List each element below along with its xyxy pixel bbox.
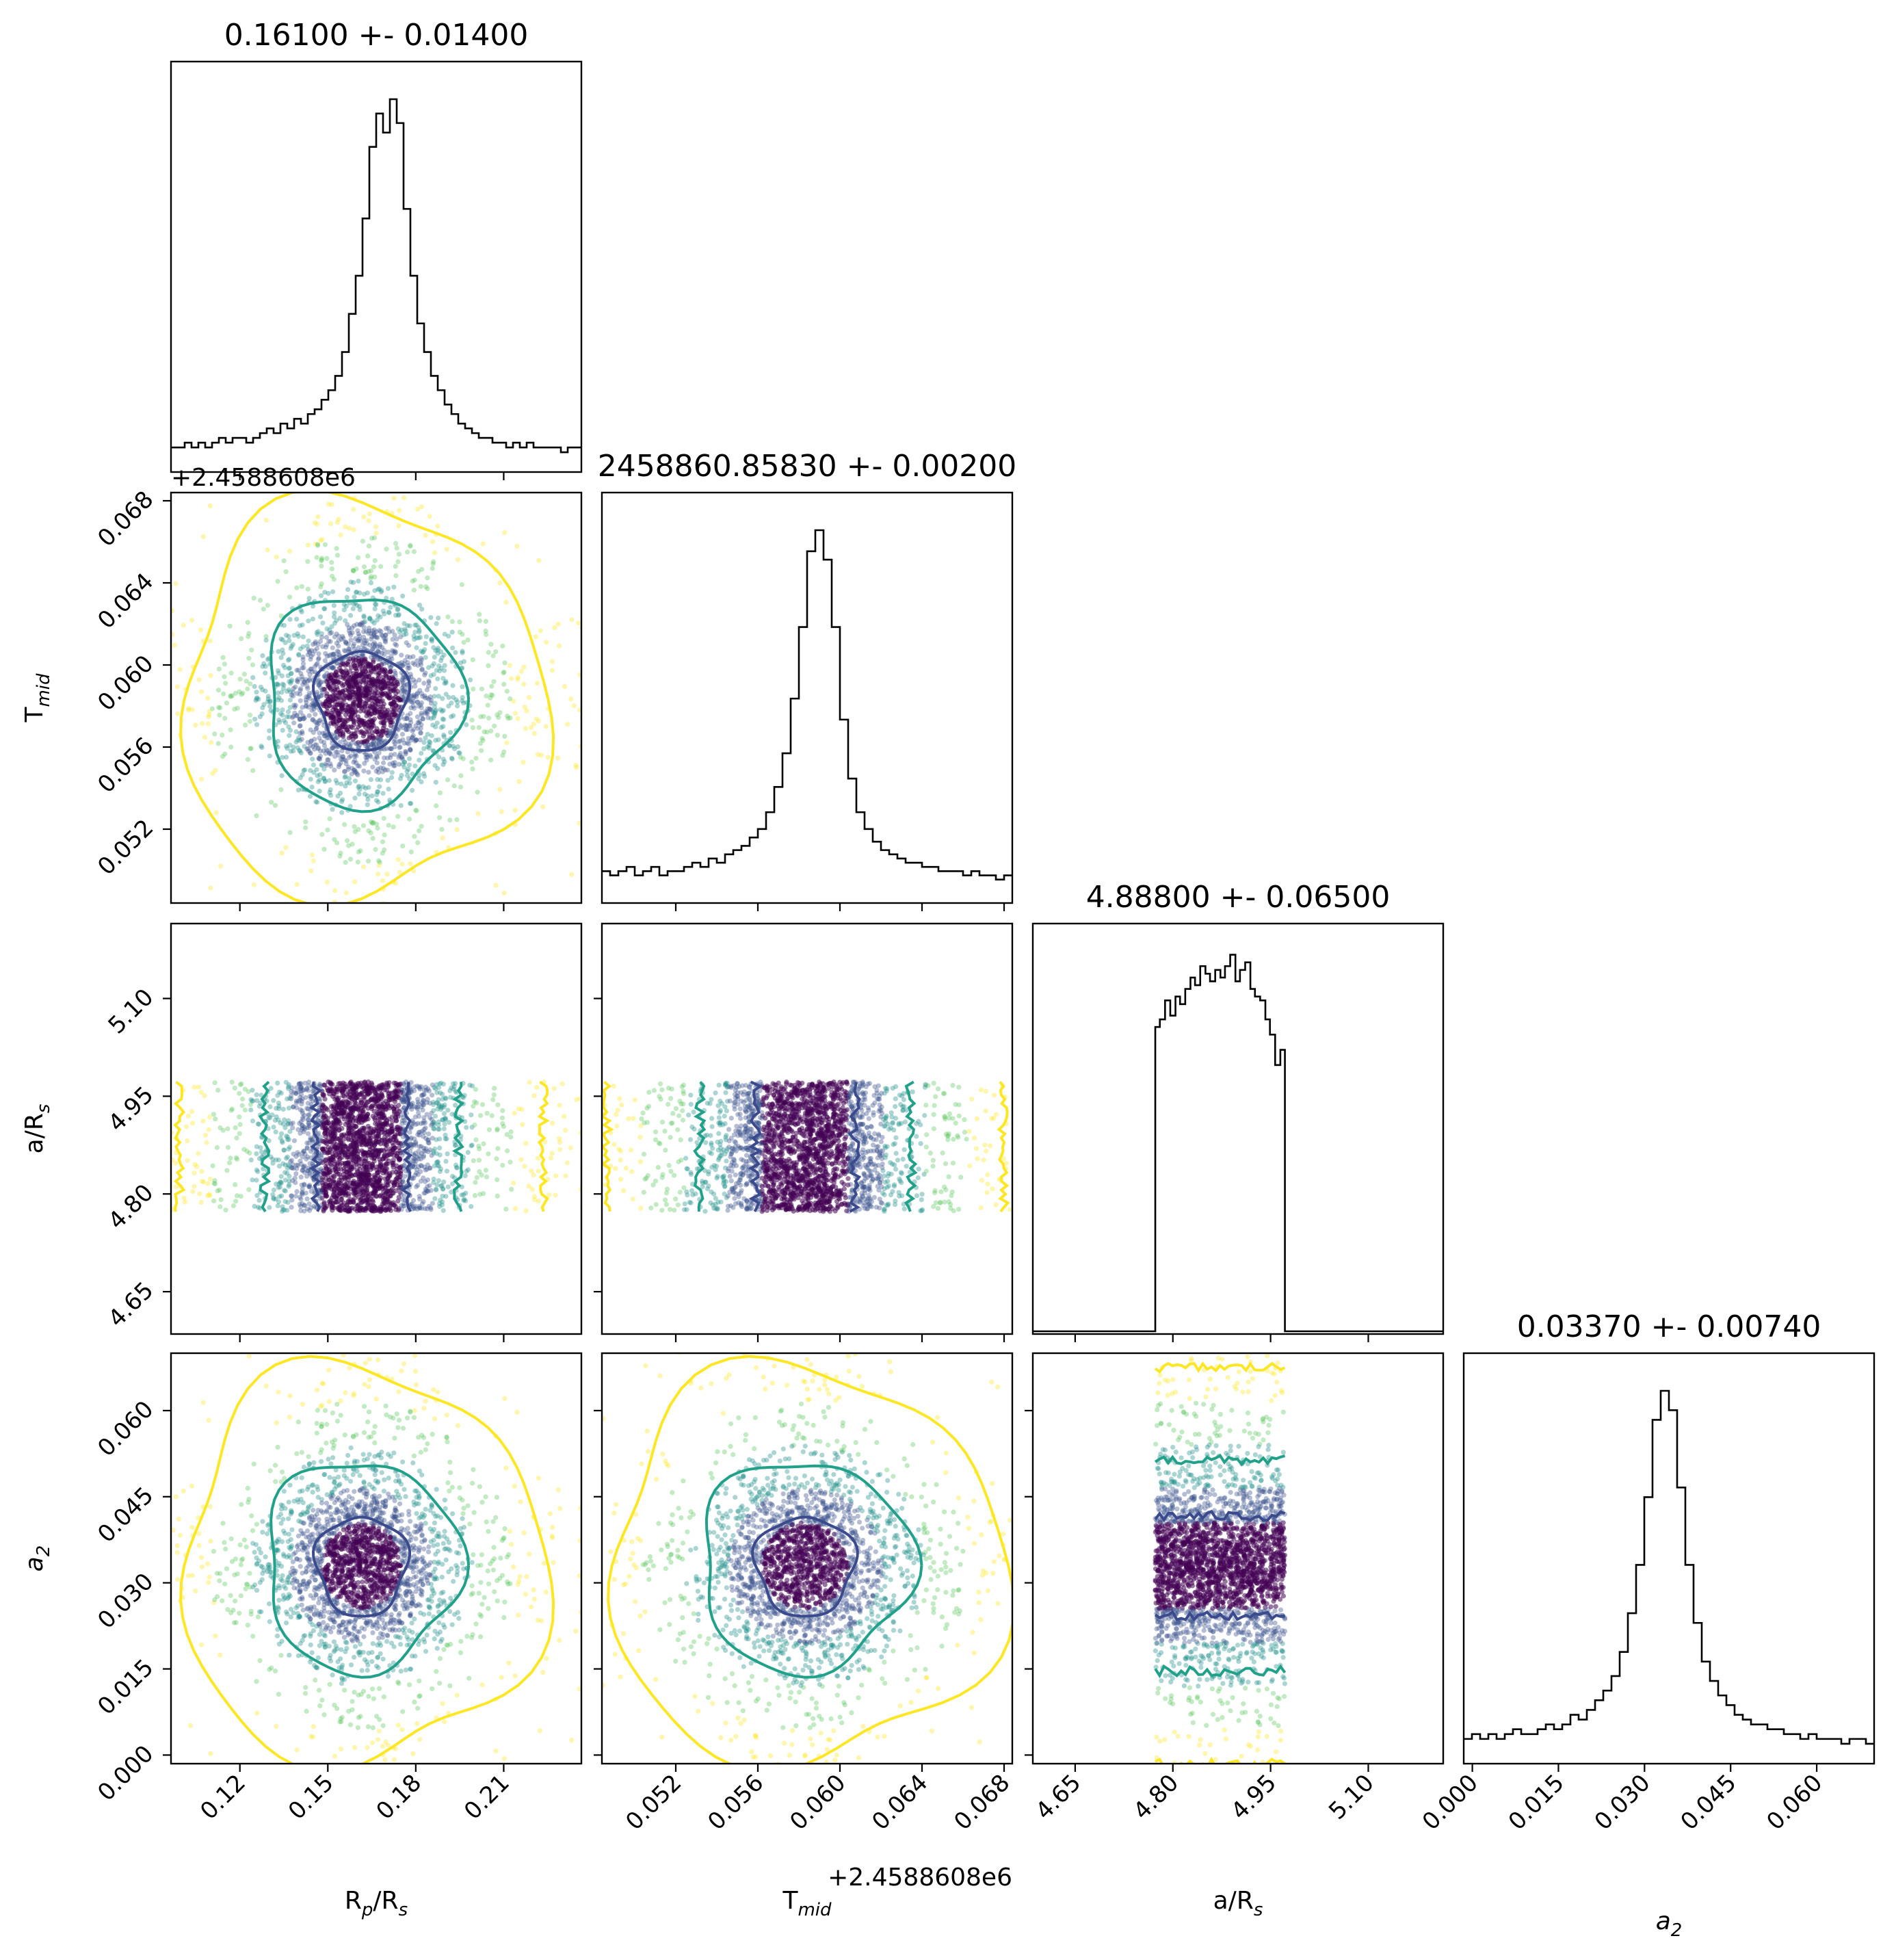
- y-tick-label: 4.80: [103, 1179, 159, 1235]
- y-axis-label-a2: a2: [21, 1545, 54, 1572]
- y-tick-label: 0.060: [92, 1396, 159, 1462]
- y-axis-label-ars: a/Rs: [21, 1104, 54, 1154]
- histogram-a2: [1464, 1391, 1874, 1744]
- y-tick-label: 0.000: [92, 1740, 159, 1806]
- hist-panel-a2: 0.03370 +- 0.00740: [1464, 1309, 1874, 1772]
- axes-frame-a2: [1464, 1353, 1874, 1764]
- contour-line: [539, 1082, 547, 1212]
- histogram-rp: [171, 99, 581, 452]
- title-rp: 0.16100 +- 0.01400: [224, 18, 529, 53]
- x-tick-label: 4.80: [1128, 1769, 1184, 1825]
- contour-line: [906, 1082, 916, 1212]
- contour-line: [999, 1082, 1008, 1212]
- histogram-ars: [1033, 955, 1443, 1331]
- x-tick-label: 0.000: [1417, 1769, 1484, 1835]
- x-tick-label: 0.15: [283, 1769, 339, 1825]
- hist-panel-tmid: 2458860.85830 +- 0.00200: [598, 449, 1017, 911]
- x-tick-label: 0.045: [1675, 1769, 1741, 1835]
- y-tick-label: 0.060: [92, 650, 159, 716]
- y-tick-label: 0.015: [92, 1654, 159, 1721]
- x-tick-label: 0.060: [1761, 1769, 1828, 1835]
- x-tick-label: 0.12: [195, 1769, 251, 1825]
- x-tick-label: 0.068: [949, 1769, 1015, 1835]
- hist-panel-ars: 4.88800 +- 0.06500: [1033, 880, 1443, 1342]
- y-tick-label: 0.030: [92, 1568, 159, 1634]
- title-a2: 0.03370 +- 0.00740: [1517, 1309, 1821, 1344]
- contour-line: [602, 1082, 611, 1212]
- y-tick-label: 4.95: [103, 1081, 159, 1137]
- y-tick-label: 5.10: [103, 984, 159, 1040]
- hist-panel-rp: 0.16100 +- 0.01400: [171, 18, 581, 480]
- x-tick-label: 0.060: [785, 1769, 851, 1835]
- scatter-points: [0, 315, 728, 1121]
- scatter-panel-tmid-ars: [393, 924, 1398, 1342]
- x-tick-label: 4.65: [1030, 1769, 1086, 1825]
- x-tick-label: 0.21: [459, 1769, 515, 1825]
- y-tick-label: 0.064: [92, 568, 159, 634]
- y-tick-label: 0.056: [92, 732, 159, 798]
- scatter-panel-rp-tmid: [0, 315, 728, 1121]
- x-axis-label-tmid: Tmid: [782, 1887, 832, 1920]
- contour-line: [175, 1082, 183, 1212]
- y-tick-label: 0.068: [92, 486, 159, 552]
- x-axis-label-rp: Rp/Rs: [345, 1887, 408, 1920]
- x-tick-label: 4.95: [1226, 1769, 1282, 1825]
- x-tick-label: 0.030: [1590, 1769, 1656, 1835]
- axes-frame-ars: [1033, 924, 1443, 1334]
- y-axis-label-tmid: Tmid: [21, 673, 54, 723]
- x-tick-label: 5.10: [1324, 1769, 1380, 1825]
- title-tmid: 2458860.85830 +- 0.00200: [598, 449, 1017, 484]
- scatter-panel-ars-a2: [1025, 1179, 1443, 1957]
- x-offset-text: +2.4588608e6: [828, 1864, 1012, 1892]
- x-axis-label-ars: a/Rs: [1213, 1887, 1263, 1920]
- x-tick-label: 0.052: [620, 1769, 687, 1835]
- y-tick-label: 4.65: [103, 1277, 159, 1333]
- title-ars: 4.88800 +- 0.06500: [1086, 880, 1391, 915]
- y-offset-text: +2.4588608e6: [171, 464, 356, 492]
- x-tick-label: 0.064: [867, 1769, 933, 1835]
- x-tick-label: 0.015: [1503, 1769, 1570, 1835]
- y-tick-label: 0.045: [92, 1482, 159, 1548]
- histogram-tmid: [602, 530, 1012, 880]
- x-tick-label: 0.18: [371, 1769, 427, 1825]
- x-axis-label-a2: a2: [1656, 1907, 1683, 1941]
- x-tick-label: 0.056: [702, 1769, 769, 1835]
- scatter-points: [1153, 1179, 1287, 1957]
- y-tick-label: 0.052: [92, 814, 159, 880]
